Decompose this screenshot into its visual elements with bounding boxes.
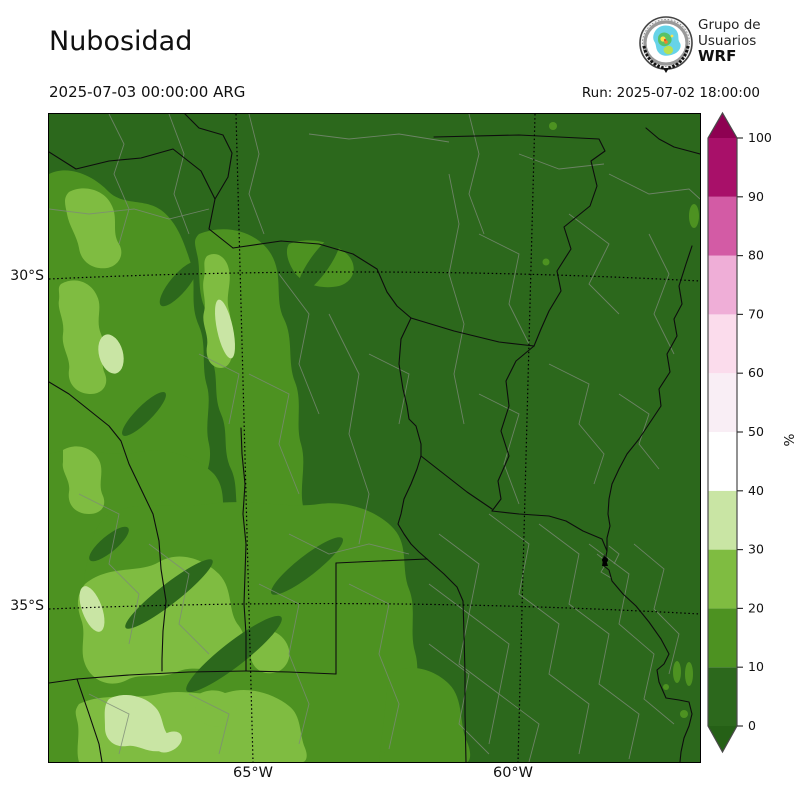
province-borders bbox=[49, 114, 700, 762]
colorbar-seg-70-80 bbox=[708, 255, 737, 315]
city-mark bbox=[602, 554, 608, 566]
colorbar-tick-labels: 0 10 20 30 40 50 60 70 80 90 100 bbox=[748, 130, 772, 733]
logo-line-2: Usuarios bbox=[698, 32, 757, 49]
graticule bbox=[49, 114, 700, 762]
cloud-layer-30-40 bbox=[79, 299, 236, 753]
svg-text:50: 50 bbox=[748, 424, 764, 439]
run-time-label: Run: 2025-07-02 18:00:00 bbox=[581, 85, 760, 101]
lon-label-60w: 60°W bbox=[492, 765, 534, 781]
svg-text:20: 20 bbox=[748, 600, 764, 615]
logo-seal-icon bbox=[639, 16, 693, 73]
colorbar-seg-30-40 bbox=[708, 490, 737, 550]
colorbar-seg-10-20 bbox=[708, 608, 737, 668]
page-title: Nubosidad bbox=[49, 26, 193, 57]
svg-text:80: 80 bbox=[748, 248, 764, 263]
svg-text:40: 40 bbox=[748, 483, 764, 498]
logo-line-1: Grupo de bbox=[698, 17, 761, 33]
colorbar-unit-label: % bbox=[780, 434, 796, 447]
lon-label-65w: 65°W bbox=[232, 765, 274, 781]
svg-text:10: 10 bbox=[748, 659, 764, 674]
colorbar-seg-50-60 bbox=[708, 373, 737, 432]
colorbar-seg-40-50 bbox=[708, 432, 737, 491]
svg-text:30: 30 bbox=[748, 542, 764, 557]
valid-time-label: 2025-07-03 00:00:00 ARG bbox=[49, 83, 246, 101]
department-borders bbox=[49, 114, 700, 762]
graticule-35s bbox=[49, 602, 700, 615]
logo-line-3: WRF bbox=[698, 47, 737, 65]
colorbar: 0 10 20 30 40 50 60 70 80 90 100 % bbox=[707, 111, 796, 754]
cloud-dark-streaks bbox=[89, 234, 343, 693]
colorbar-seg-0-10 bbox=[708, 667, 737, 726]
graticule-60w bbox=[517, 114, 536, 762]
svg-text:60: 60 bbox=[748, 365, 764, 380]
lat-label-35s: 35°S bbox=[10, 598, 44, 614]
colorbar-seg-60-70 bbox=[708, 314, 737, 374]
map-canvas bbox=[49, 114, 700, 762]
svg-text:100: 100 bbox=[748, 130, 772, 145]
logo-text: Grupo de Usuarios WRF bbox=[698, 17, 761, 65]
colorbar-seg-20-30 bbox=[708, 549, 737, 609]
wrf-users-group-logo: Grupo de Usuarios WRF bbox=[636, 12, 796, 78]
lat-label-30s: 30°S bbox=[10, 268, 44, 284]
colorbar-ticks bbox=[737, 137, 743, 727]
graticule-30s bbox=[49, 271, 700, 282]
colorbar-under-arrow bbox=[708, 726, 737, 752]
svg-text:70: 70 bbox=[748, 306, 764, 321]
svg-text:90: 90 bbox=[748, 189, 764, 204]
colorbar-seg-90-100 bbox=[708, 138, 737, 197]
svg-text:0: 0 bbox=[748, 718, 756, 733]
graticule-65w bbox=[235, 114, 254, 762]
cloud-cover-map bbox=[48, 113, 701, 763]
colorbar-seg-80-90 bbox=[708, 196, 737, 256]
colorbar-over-arrow bbox=[708, 113, 737, 138]
